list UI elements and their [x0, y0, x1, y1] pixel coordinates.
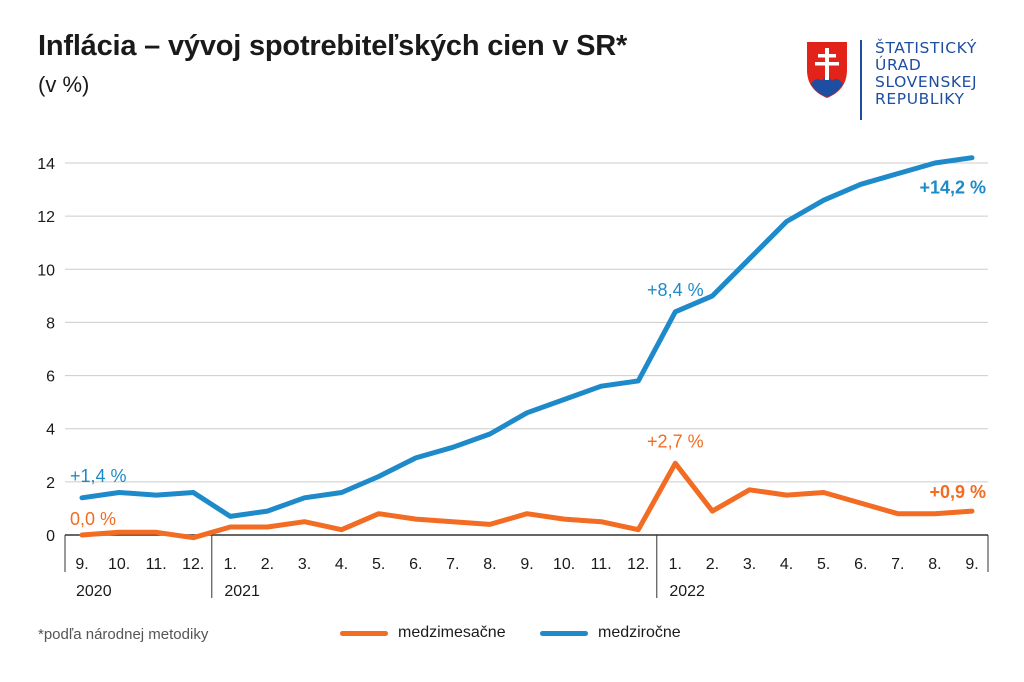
logo-line: REPUBLIKY — [875, 90, 965, 108]
x-tick-label: 7. — [446, 556, 459, 573]
legend-label: medzimesačne — [398, 624, 506, 641]
x-tick-label: 10. — [108, 556, 130, 573]
data-label: +0,9 % — [929, 482, 986, 502]
x-tick-label: 4. — [335, 556, 348, 573]
x-tick-label: 5. — [372, 556, 385, 573]
y-tick-label: 10 — [37, 262, 55, 279]
year-label: 2021 — [224, 583, 260, 600]
x-tick-label: 3. — [298, 556, 311, 573]
statistical-office-logo: ŠTATISTICKÝ ÚRAD SLOVENSKEJ REPUBLIKY — [805, 40, 1005, 120]
x-tick-label: 7. — [891, 556, 904, 573]
legend-swatch-blue — [540, 630, 588, 636]
data-label: +8,4 % — [647, 280, 704, 300]
logo-line: ŠTATISTICKÝ — [875, 39, 977, 57]
x-tick-label: 2. — [706, 556, 719, 573]
logo-divider — [860, 40, 862, 120]
data-label: 0,0 % — [70, 509, 116, 529]
x-tick-label: 11. — [146, 556, 167, 573]
legend-item-medzimesacne: medzimesačne — [340, 624, 506, 642]
x-tick-label: 1. — [669, 556, 682, 573]
x-tick-label: 10. — [553, 556, 575, 573]
legend-item-medzirocne: medziročne — [540, 624, 681, 642]
logo-text: ŠTATISTICKÝ ÚRAD SLOVENSKEJ REPUBLIKY — [875, 40, 977, 108]
series-line-medzirocne — [79, 155, 975, 519]
chart-subtitle: (v %) — [38, 72, 90, 97]
x-tick-label: 11. — [591, 556, 612, 573]
series-line-medzimesacne — [79, 460, 975, 541]
logo-line: SLOVENSKEJ — [875, 73, 978, 91]
x-tick-label: 6. — [409, 556, 422, 573]
y-tick-label: 0 — [46, 528, 55, 545]
y-tick-label: 14 — [37, 156, 55, 173]
x-tick-label: 8. — [483, 556, 496, 573]
x-tick-label: 2. — [261, 556, 274, 573]
footnote: *podľa národnej metodiky — [38, 626, 209, 643]
y-tick-label: 2 — [46, 475, 55, 492]
y-tick-label: 12 — [37, 209, 55, 226]
y-tick-label: 8 — [46, 315, 55, 332]
legend-label: medziročne — [598, 624, 681, 641]
logo-line: ÚRAD — [875, 56, 922, 74]
y-tick-label: 6 — [46, 369, 55, 386]
x-tick-label: 12. — [627, 556, 649, 573]
x-tick-label: 12. — [182, 556, 204, 573]
x-tick-label: 9. — [965, 556, 978, 573]
chart-title: Inflácia – vývoj spotrebiteľských cien v… — [38, 30, 628, 62]
x-tick-label: 6. — [854, 556, 867, 573]
data-label: +2,7 % — [647, 431, 704, 451]
coat-of-arms-icon — [807, 42, 847, 98]
data-label: +14,2 % — [919, 178, 986, 198]
x-tick-label: 3. — [743, 556, 756, 573]
legend-swatch-orange — [340, 630, 388, 636]
x-tick-label: 8. — [928, 556, 941, 573]
x-tick-label: 1. — [224, 556, 237, 573]
data-label: +1,4 % — [70, 466, 127, 486]
x-tick-label: 9. — [520, 556, 533, 573]
x-tick-label: 5. — [817, 556, 830, 573]
x-tick-label: 4. — [780, 556, 793, 573]
x-tick-label: 9. — [75, 556, 88, 573]
y-tick-label: 4 — [46, 422, 55, 439]
year-label: 2022 — [669, 583, 705, 600]
year-label: 2020 — [76, 583, 112, 600]
